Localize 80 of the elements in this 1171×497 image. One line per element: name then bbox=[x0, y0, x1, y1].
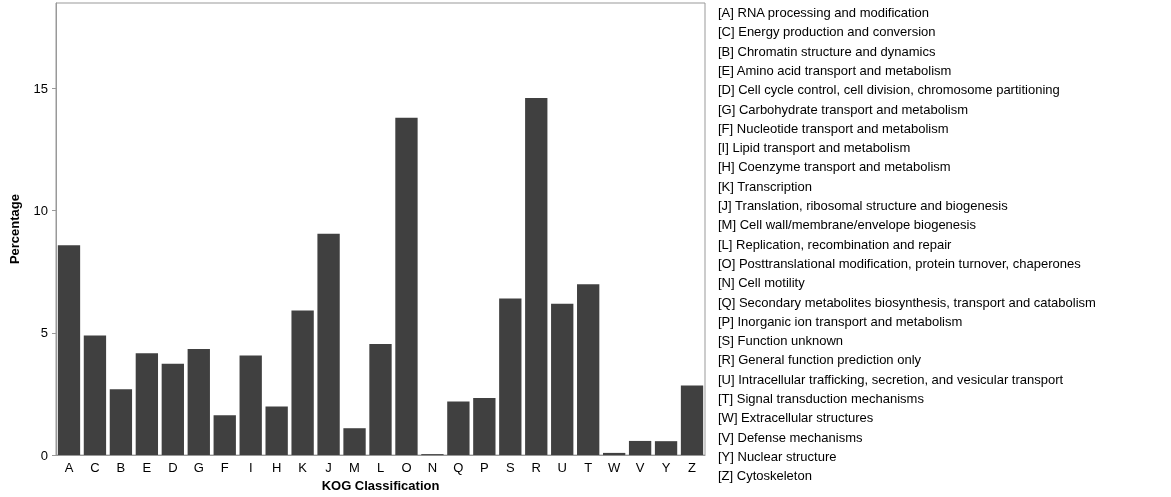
y-tick-label: 10 bbox=[33, 203, 48, 219]
text: [L] Replication, recombination and repair bbox=[718, 236, 953, 252]
text: [B] Chromatin structure and dynamics bbox=[718, 43, 936, 59]
x-tick-label: H bbox=[271, 460, 282, 476]
bar bbox=[395, 117, 418, 456]
bar bbox=[317, 233, 340, 456]
bar bbox=[369, 343, 392, 456]
bar bbox=[499, 298, 522, 456]
text: [M] Cell wall/membrane/envelope biogenesis bbox=[718, 217, 977, 233]
bar bbox=[161, 363, 184, 456]
text: [H] Coenzyme transport and metabolism bbox=[718, 159, 951, 175]
x-tick-label: I bbox=[248, 460, 253, 476]
x-tick-label: L bbox=[376, 460, 385, 476]
text: [O] Posttranslational modification, protein turnover, chaperones bbox=[718, 255, 1082, 271]
x-tick-label: J bbox=[325, 460, 332, 476]
x-tick-label: W bbox=[608, 460, 621, 476]
bar bbox=[83, 335, 107, 456]
bar bbox=[187, 349, 210, 456]
text: [W] Extracellular structures bbox=[718, 410, 874, 426]
bar bbox=[447, 401, 470, 456]
bar bbox=[628, 440, 652, 456]
text: [Z] Cytoskeleton bbox=[718, 468, 812, 484]
bar bbox=[239, 355, 262, 456]
x-tick-label: D bbox=[168, 460, 178, 476]
x-tick-label: O bbox=[401, 460, 412, 476]
bar bbox=[473, 397, 496, 456]
bar bbox=[551, 303, 574, 456]
text: [A] RNA processing and modification bbox=[718, 5, 929, 20]
x-tick-label: P bbox=[480, 460, 489, 476]
x-tick-label: Q bbox=[453, 460, 464, 476]
bar bbox=[680, 385, 704, 456]
x-tick-label: A bbox=[64, 460, 74, 476]
bar bbox=[654, 441, 678, 456]
x-tick-label: M bbox=[349, 460, 360, 476]
text: [T] Signal transduction mechanisms bbox=[718, 391, 925, 406]
y-tick-label: 5 bbox=[40, 325, 48, 341]
y-tick-label: 15 bbox=[33, 81, 48, 97]
text: [J] Translation, ribosomal structure and biogenesis bbox=[718, 198, 1009, 213]
bar bbox=[291, 310, 314, 456]
x-tick-label: G bbox=[193, 460, 204, 476]
x-tick-label: Y bbox=[661, 460, 671, 476]
text: [F] Nucleotide transport and metabolism bbox=[718, 120, 949, 136]
x-tick-label: N bbox=[427, 460, 438, 476]
x-tick-label: T bbox=[584, 460, 593, 476]
text: [C] Energy production and conversion bbox=[718, 24, 936, 40]
text: [U] Intracellular trafficking, secretion, and vesicular transport bbox=[718, 371, 1064, 387]
x-tick-label: E bbox=[142, 460, 152, 476]
bar bbox=[577, 284, 600, 456]
text: [N] Cell motility bbox=[718, 275, 806, 291]
bar bbox=[57, 245, 81, 456]
bar bbox=[343, 428, 366, 456]
text: [E] Amino acid transport and metabolism bbox=[718, 62, 952, 78]
y-tick-label: 0 bbox=[40, 447, 48, 463]
x-tick-label: V bbox=[635, 460, 645, 476]
x-tick-label: C bbox=[90, 460, 100, 476]
bar bbox=[525, 98, 548, 456]
text: [K] Transcription bbox=[718, 178, 812, 194]
x-axis-title: KOG Classification bbox=[321, 478, 440, 493]
bar bbox=[213, 415, 236, 456]
x-tick-label: U bbox=[557, 460, 567, 476]
x-tick-label: K bbox=[298, 460, 308, 476]
text: [D] Cell cycle control, cell division, chromosome partitioning bbox=[718, 82, 1060, 98]
text: [G] Carbohydrate transport and metabolism bbox=[718, 101, 969, 117]
bar bbox=[265, 406, 288, 456]
x-tick-label: B bbox=[116, 460, 126, 476]
text: [R] General function prediction only bbox=[718, 352, 922, 368]
bar bbox=[602, 452, 626, 456]
y-axis-title: Percentage bbox=[7, 194, 22, 265]
text: [P] Inorganic ion transport and metabolism bbox=[718, 313, 963, 329]
x-tick-label: F bbox=[220, 460, 229, 476]
bar bbox=[135, 353, 159, 456]
x-tick-label: S bbox=[505, 460, 515, 476]
text: [S] Function unknown bbox=[718, 333, 844, 349]
bar bbox=[109, 389, 133, 456]
text: [Y] Nuclear structure bbox=[718, 448, 837, 464]
text: [I] Lipid transport and metabolism bbox=[718, 140, 911, 156]
text: [V] Defense mechanisms bbox=[718, 429, 863, 445]
text: [Q] Secondary metabolites biosynthesis, transport and catabolism bbox=[718, 294, 1096, 310]
x-tick-label: R bbox=[531, 460, 541, 476]
x-tick-label: Z bbox=[688, 460, 697, 476]
